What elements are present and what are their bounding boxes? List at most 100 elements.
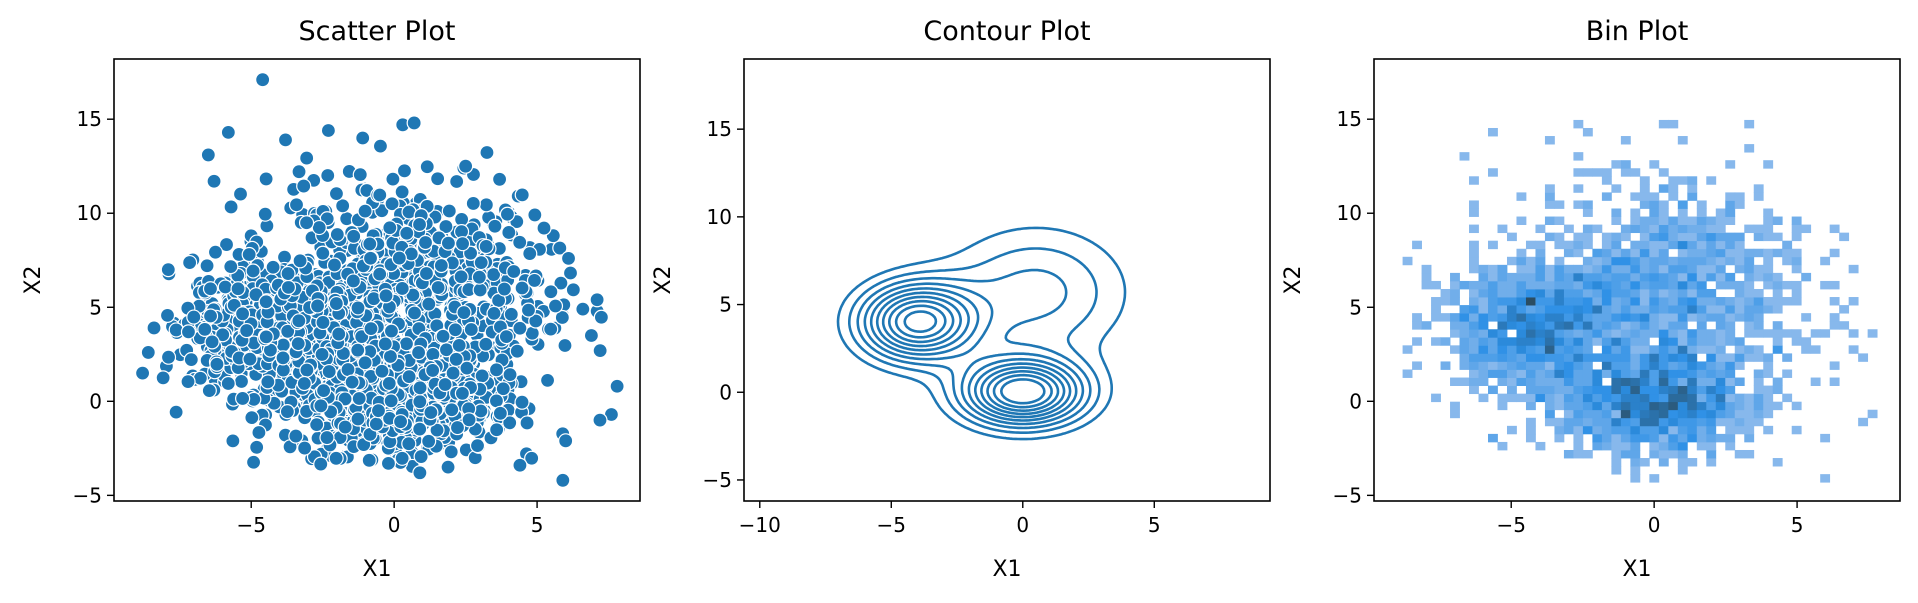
- bin-cell: [1431, 297, 1441, 306]
- bin-cell: [1525, 288, 1536, 298]
- bin-plot-panel: Bin Plot −5 0 5 −5 0 5 10 15 X1 X2: [1281, 16, 1901, 582]
- bin-cell: [1763, 160, 1774, 169]
- bin-cell: [1516, 329, 1527, 338]
- bin-cell: [1677, 425, 1688, 435]
- scatter-point: [396, 163, 413, 179]
- bin-cell: [1611, 353, 1622, 362]
- scatter-point: [299, 362, 315, 378]
- bin-cell: [1810, 345, 1821, 354]
- bin-cell: [1563, 361, 1574, 370]
- bin-cell: [1668, 449, 1679, 459]
- bin-cell: [1658, 248, 1669, 258]
- scatter-point: [445, 365, 461, 381]
- bin-cell: [1516, 216, 1527, 225]
- scatter-point: [345, 273, 361, 289]
- bin-cell: [1582, 353, 1593, 362]
- bin-cell: [1421, 280, 1432, 290]
- scatter-point: [463, 321, 479, 338]
- scatter-point: [412, 421, 428, 437]
- bin-cell: [1725, 393, 1736, 403]
- bin-cell: [1706, 401, 1717, 411]
- bin-cell: [1497, 401, 1508, 411]
- bin-cell: [1658, 385, 1669, 395]
- bin-cell: [1630, 272, 1641, 282]
- scatter-point: [204, 334, 220, 350]
- scatter-point: [495, 381, 511, 397]
- bin-cell: [1412, 337, 1422, 346]
- scatter-plot-title: Scatter Plot: [299, 16, 456, 47]
- bin-cell: [1763, 369, 1774, 378]
- bin-cell: [1668, 361, 1679, 370]
- bin-cell: [1601, 256, 1612, 266]
- bin-cell: [1668, 216, 1679, 225]
- bin-cell: [1649, 256, 1660, 266]
- bin-cell: [1725, 305, 1736, 314]
- scatter-point: [394, 280, 410, 297]
- scatter-point: [547, 298, 564, 314]
- bin-cell: [1696, 337, 1707, 346]
- bin-cell: [1582, 337, 1593, 346]
- scatter-marks: [134, 72, 625, 488]
- scatter-point: [553, 275, 569, 291]
- bin-cell: [1573, 152, 1584, 161]
- bin-cell: [1535, 393, 1546, 403]
- bin-cell: [1601, 337, 1612, 346]
- bin-cell: [1696, 345, 1707, 354]
- bin-cell: [1488, 168, 1498, 177]
- bin-cell: [1725, 272, 1736, 282]
- bin-cell: [1668, 184, 1679, 193]
- scatter-point: [514, 280, 530, 296]
- bin-cell: [1592, 224, 1603, 234]
- bin-cell: [1563, 224, 1574, 234]
- bin-cell: [1506, 369, 1517, 378]
- bin-cell: [1563, 321, 1574, 330]
- scatter-point: [378, 288, 394, 304]
- bin-cell: [1753, 377, 1764, 386]
- bin-cell: [1525, 321, 1536, 330]
- bin-cell: [1592, 313, 1603, 322]
- bin-cell: [1554, 353, 1565, 362]
- bin-cell: [1535, 329, 1546, 338]
- bin-cell: [1516, 337, 1527, 346]
- bin-cell: [1772, 232, 1783, 242]
- bin-cell: [1791, 425, 1802, 435]
- scatter-point: [280, 279, 297, 295]
- bin-cell: [1725, 329, 1736, 338]
- bin-cell: [1620, 401, 1631, 411]
- scatter-point: [299, 150, 315, 166]
- bin-cell: [1649, 353, 1660, 362]
- scatter-point: [524, 450, 540, 466]
- bin-cell: [1601, 192, 1612, 201]
- bin-cell: [1525, 353, 1536, 362]
- bin-cell: [1544, 272, 1555, 282]
- scatter-point: [520, 302, 537, 318]
- scatter-point: [430, 171, 446, 187]
- bin-cell: [1706, 329, 1717, 338]
- bin-cell: [1469, 248, 1479, 258]
- scatter-point: [609, 378, 625, 394]
- bin-cell: [1706, 377, 1717, 386]
- bin-cell: [1630, 377, 1641, 386]
- scatter-y-label: X2: [21, 265, 46, 294]
- bin-cell: [1478, 297, 1489, 306]
- bin-cell: [1725, 433, 1736, 443]
- bin-cell: [1544, 184, 1555, 193]
- bin-cell: [1706, 345, 1717, 354]
- bin-cell: [1611, 184, 1622, 193]
- x-tick-label: −10: [739, 513, 781, 537]
- bin-cell: [1668, 329, 1679, 338]
- bin-cell: [1782, 297, 1793, 306]
- bin-cell: [1592, 272, 1603, 282]
- scatter-point: [331, 326, 347, 342]
- bin-cell: [1525, 417, 1536, 427]
- bin-cell: [1696, 409, 1707, 419]
- bin-cell: [1450, 297, 1460, 306]
- bin-cell: [1649, 160, 1660, 169]
- bin-cell: [1696, 369, 1707, 378]
- bin-cell: [1544, 280, 1555, 290]
- bin-cell: [1687, 385, 1698, 395]
- scatter-point: [309, 298, 326, 314]
- bin-cell: [1563, 264, 1574, 274]
- bin-cell: [1677, 353, 1688, 362]
- bin-cell: [1620, 305, 1631, 314]
